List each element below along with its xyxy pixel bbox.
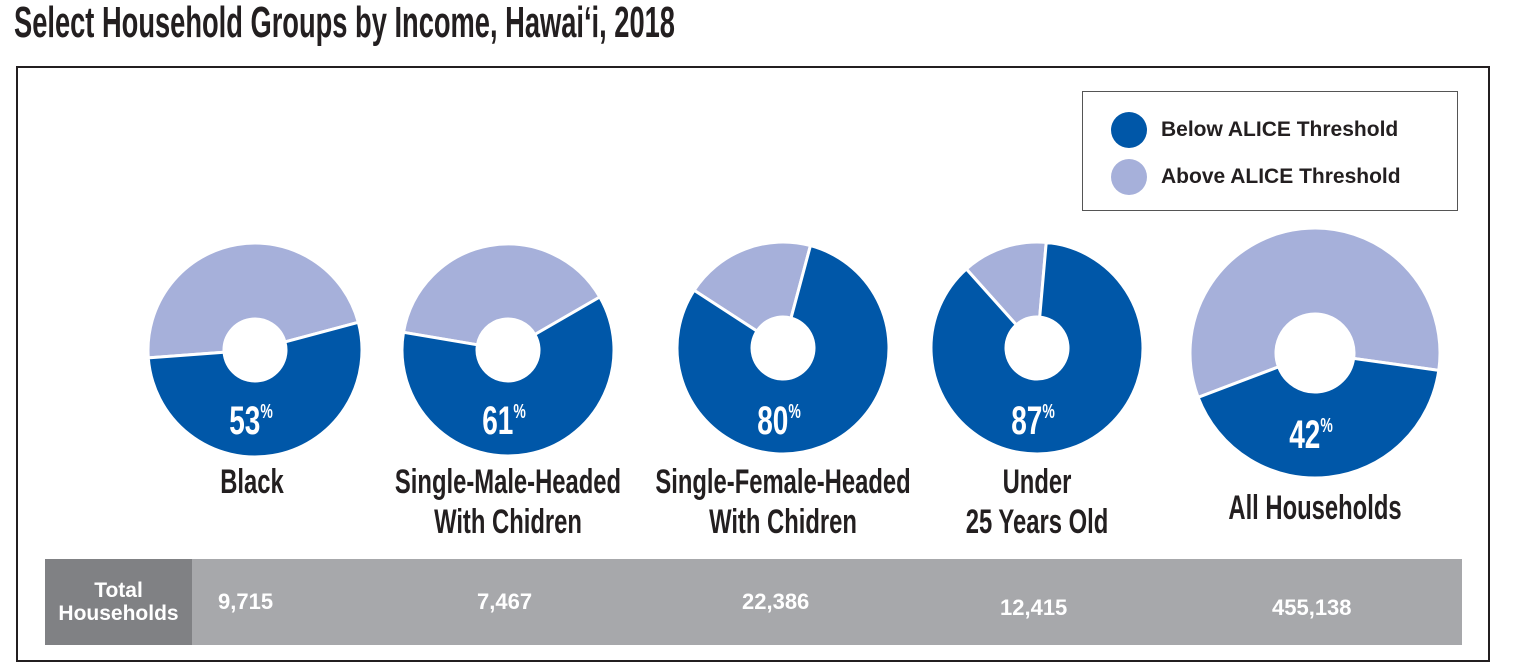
category-label-under-25: Under 25 Years Old [965, 463, 1109, 541]
legend-swatch-below [1111, 112, 1147, 148]
slice-above-1 [401, 242, 602, 347]
legend-item-above: Above ALICE Threshold [1111, 159, 1401, 195]
total-households-header: Total Households [45, 559, 192, 645]
total-all: 455,138 [1272, 595, 1352, 620]
category-label-single-female: Single-Female-Headed With Chidren [655, 463, 911, 541]
category-label-single-male: Single-Male-Headed With Chidren [394, 463, 622, 541]
slice-below-0 [146, 320, 364, 459]
chart-frame [16, 66, 1490, 662]
total-single-female: 22,386 [742, 589, 810, 614]
slice-above-0 [146, 241, 361, 360]
legend-label-above: Above ALICE Threshold [1161, 165, 1401, 188]
total-households-row: Total Households 9,715 7,467 22,386 12,4… [45, 559, 1462, 645]
legend-swatch-above [1111, 159, 1147, 195]
slice-below-3 [929, 240, 1145, 456]
category-label-all: All Households [1228, 489, 1402, 527]
slice-below-1 [400, 294, 616, 458]
total-black: 9,715 [218, 589, 274, 614]
legend: Below ALICE Threshold Above ALICE Thresh… [1082, 91, 1458, 211]
category-label-black: Black [220, 463, 284, 501]
legend-label-below: Below ALICE Threshold [1161, 118, 1399, 141]
slice-below-4 [1196, 356, 1441, 480]
pct-label-3: 87% [1011, 399, 1055, 443]
chart-title: Select Household Groups by Income, Hawai… [14, 0, 675, 47]
slice-above-3 [964, 240, 1048, 328]
slice-below-2 [675, 243, 891, 456]
total-single-male: 7,467 [477, 589, 533, 614]
total-under-25: 12,415 [1000, 595, 1068, 620]
slice-above-4 [1188, 226, 1442, 400]
legend-item-below: Below ALICE Threshold [1111, 112, 1398, 148]
